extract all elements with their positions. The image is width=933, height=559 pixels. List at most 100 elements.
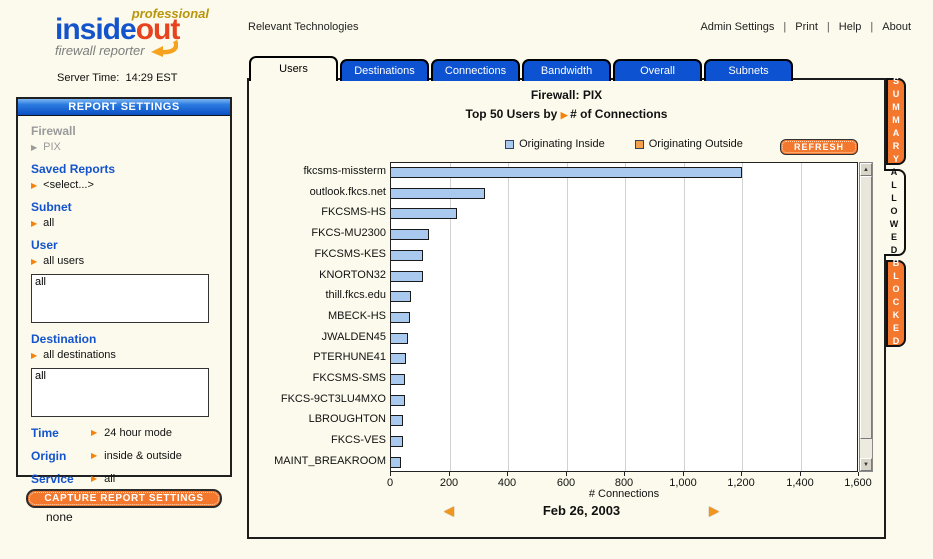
top-link-about[interactable]: About (882, 21, 911, 33)
next-day-icon[interactable]: ▶ (709, 504, 719, 518)
y-label-maint-breakroom: MAINT_BREAKROOM (249, 455, 386, 468)
bar-maint-breakroom[interactable] (391, 457, 401, 468)
subnet-selector[interactable]: ▶all (31, 217, 218, 230)
y-label-jwalden45: JWALDEN45 (249, 331, 386, 344)
arrow-marker-icon: ▶ (31, 352, 37, 360)
bar-pterhune41[interactable] (391, 353, 406, 364)
swoosh-arrow-icon (148, 40, 178, 60)
tick-mark (507, 472, 508, 476)
capture-status: none (46, 510, 73, 524)
report-settings-panel: REPORT SETTINGS Firewall ▶PIX Saved Repo… (16, 97, 232, 477)
y-label-fkcsms-missterm: fkcsms-missterm (249, 165, 386, 178)
scroll-up-icon[interactable]: ▲ (860, 163, 872, 176)
server-time: Server Time: 14:29 EST (57, 72, 177, 84)
tab-overall[interactable]: Overall (613, 59, 702, 81)
time-selector[interactable]: 24 hour mode (104, 427, 172, 439)
tab-bandwidth[interactable]: Bandwidth (522, 59, 611, 81)
saved-reports-section: Saved Reports ▶<select...> (31, 162, 218, 192)
tab-destinations[interactable]: Destinations (340, 59, 429, 81)
bar-jwalden45[interactable] (391, 333, 408, 344)
bar-fkcs-9ct3lu4mxo[interactable] (391, 395, 405, 406)
link-separator: | (783, 21, 786, 33)
scroll-down-icon[interactable]: ▼ (860, 458, 872, 471)
firewall-selector[interactable]: ▶PIX (31, 141, 218, 154)
arrow-marker-icon: ▶ (31, 258, 37, 266)
user-selector[interactable]: ▶all users (31, 255, 218, 268)
arrow-marker-icon: ▶ (31, 144, 37, 152)
x-axis-title: # Connections (390, 488, 858, 500)
tab-users[interactable]: Users (249, 56, 338, 81)
y-label-thill-fkcs-edu: thill.fkcs.edu (249, 289, 386, 302)
origin-selector[interactable]: inside & outside (104, 450, 182, 462)
user-filter-input[interactable]: all (31, 274, 209, 323)
bar-mbeck-hs[interactable] (391, 312, 410, 323)
bar-fkcs-mu2300[interactable] (391, 229, 429, 240)
tick-mark (624, 472, 625, 476)
legend-swatch-icon (635, 140, 644, 149)
top-link-print[interactable]: Print (795, 21, 818, 33)
bar-fkcsms-kes[interactable] (391, 250, 423, 261)
arrow-marker-icon[interactable]: ▶ (561, 110, 570, 120)
saved-reports-label: Saved Reports (31, 162, 218, 176)
y-label-fkcsms-sms: FKCSMS-SMS (249, 372, 386, 385)
view-tabs: SUMMARY ALLOWED BLOCKED (884, 78, 906, 347)
firewall-label: Firewall (31, 124, 218, 138)
side-tab-summary[interactable]: SUMMARY (886, 78, 906, 165)
bar-fkcsms-hs[interactable] (391, 208, 457, 219)
tab-subnets[interactable]: Subnets (704, 59, 793, 81)
top-link-help[interactable]: Help (839, 21, 862, 33)
legend-item-originating-outside: Originating Outside (635, 138, 743, 150)
bar-knorton32[interactable] (391, 271, 423, 282)
destination-filter-input[interactable]: all (31, 368, 209, 417)
date-navigation: ◀ Feb 26, 2003 ▶ (444, 503, 719, 518)
bar-fkcsms-sms[interactable] (391, 374, 405, 385)
report-panel: Firewall: PIX Top 50 Users by ▶ # of Con… (247, 78, 886, 539)
y-label-pterhune41: PTERHUNE41 (249, 351, 386, 364)
destination-selector[interactable]: ▶all destinations (31, 349, 218, 362)
gridline (625, 163, 626, 471)
side-tab-blocked[interactable]: BLOCKED (886, 260, 906, 347)
capture-report-settings-button[interactable]: CAPTURE REPORT SETTINGS (26, 489, 221, 508)
legend-item-originating-inside: Originating Inside (505, 138, 605, 150)
side-tab-allowed[interactable]: ALLOWED (884, 169, 906, 256)
y-label-outlook-fkcs-net: outlook.fkcs.net (249, 186, 386, 199)
x-tick-label: 800 (615, 477, 633, 489)
arrow-marker-icon: ▶ (31, 220, 37, 228)
refresh-button[interactable]: REFRESH (780, 139, 858, 155)
y-label-knorton32: KNORTON32 (249, 269, 386, 282)
bar-chart-plot (390, 162, 858, 472)
x-tick-label: 200 (440, 477, 458, 489)
tab-connections[interactable]: Connections (431, 59, 520, 81)
y-label-lbroughton: LBROUGHTON (249, 413, 386, 426)
previous-day-icon[interactable]: ◀ (444, 504, 454, 518)
tick-mark (683, 472, 684, 476)
legend-label: Originating Outside (649, 138, 743, 150)
arrow-marker-icon: ▶ (31, 182, 37, 190)
gridline (567, 163, 568, 471)
x-tick-label: 1,000 (669, 477, 697, 489)
bar-outlook-fkcs-net[interactable] (391, 188, 485, 199)
x-tick-label: 1,400 (786, 477, 814, 489)
service-selector[interactable]: all (104, 473, 115, 485)
y-label-fkcs-ves: FKCS-VES (249, 434, 386, 447)
report-settings-title: REPORT SETTINGS (18, 99, 230, 116)
legend-label: Originating Inside (519, 138, 605, 150)
y-label-fkcs-mu2300: FKCS-MU2300 (249, 227, 386, 240)
bar-thill-fkcs-edu[interactable] (391, 291, 411, 302)
bar-fkcsms-missterm[interactable] (391, 167, 742, 178)
report-date: Feb 26, 2003 (454, 503, 709, 518)
bar-fkcs-ves[interactable] (391, 436, 403, 447)
arrow-marker-icon: ▶ (91, 429, 97, 437)
service-label: Service (31, 472, 91, 486)
page: professional insideout firewall reporter… (0, 0, 933, 559)
bar-lbroughton[interactable] (391, 415, 403, 426)
user-label: User (31, 238, 218, 252)
y-label-fkcsms-kes: FKCSMS-KES (249, 248, 386, 261)
chart-scrollbar[interactable]: ▲ ▼ (859, 162, 873, 472)
tick-mark (800, 472, 801, 476)
scrollbar-thumb[interactable] (860, 176, 872, 439)
saved-reports-selector[interactable]: ▶<select...> (31, 179, 218, 192)
top-link-admin-settings[interactable]: Admin Settings (700, 21, 774, 33)
tick-mark (858, 472, 859, 476)
legend-swatch-icon (505, 140, 514, 149)
